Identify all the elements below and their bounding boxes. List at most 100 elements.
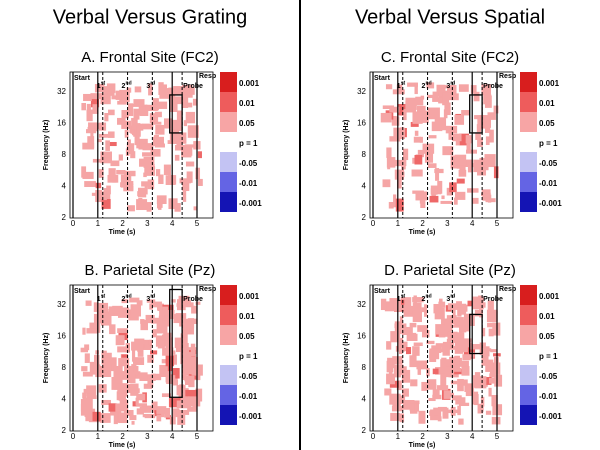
colorbar-label: -0.01 [239,392,258,401]
significance-patch [474,376,487,389]
colorbar-segment [220,172,237,192]
event-label: 2 [422,296,426,303]
colorbar-label: p = 1 [539,139,558,148]
significance-patch [396,84,403,91]
significance-patch [182,182,190,192]
significance-patch [442,146,454,156]
significance-patch [488,377,495,384]
significance-patch [111,95,120,100]
significance-patch [108,141,117,147]
significance-patch [152,373,162,381]
significance-patch [100,413,111,423]
significance-patch [172,368,180,379]
colorbar-label: -0.01 [239,179,258,188]
significance-patch [161,359,167,364]
significance-patch [181,397,189,402]
x-tick-label: 0 [71,432,76,441]
significance-patch [87,136,95,149]
significance-patch [483,94,492,105]
plot-frame [69,284,214,432]
significance-patch [166,315,170,323]
x-tick-label: 0 [371,432,376,441]
significance-patch [181,146,193,156]
significance-patch [427,163,437,168]
significance-patch [177,414,186,425]
significance-patch [89,361,100,375]
significance-patch [178,409,190,415]
plot-frame [369,284,514,432]
significance-patch [158,174,164,184]
significance-patch [435,343,447,347]
significance-patch [414,154,423,165]
event-label: Resp [199,286,216,293]
significance-patch [415,96,424,106]
significance-patch [127,373,136,384]
significance-patch [432,111,439,116]
significance-patch [121,120,132,129]
significance-patch [399,413,405,423]
significance-patch [399,316,403,329]
significance-patch [188,375,195,388]
significance-patch [118,154,123,161]
colorbar-segment [220,285,237,305]
significance-patch [438,334,446,338]
x-tick-label: 4 [170,219,175,228]
x-tick-label: 4 [470,219,475,228]
panel-title: A. Frontal Site (FC2) [81,49,219,66]
significance-patch [441,357,447,370]
significance-patch [399,337,404,343]
significance-patch [140,319,148,331]
significance-patch [181,96,189,108]
significance-patch [402,400,415,410]
significance-patch [446,315,457,320]
significance-patch [436,385,449,391]
x-tick-label: 0 [71,219,76,228]
x-tick-label: 3 [445,432,450,441]
colorbar-label: -0.001 [539,199,562,208]
significance-patch [426,379,437,390]
significance-patch [430,188,438,195]
event-label: Probe [483,83,503,90]
roi-box [169,288,183,398]
significance-patch [84,353,90,363]
significance-patch [453,197,458,205]
significance-patch [185,389,197,397]
significance-patch [454,317,464,326]
event-label-sup: nd [126,293,132,299]
significance-patch [393,194,397,208]
significance-patch [92,411,101,422]
significance-patch [123,409,134,416]
significance-patch [181,300,191,307]
x-tick-label: 2 [420,432,425,441]
significance-patch [479,157,489,171]
significance-patch [176,400,189,409]
significance-patch [162,306,169,316]
significance-patch [137,349,144,357]
significance-patch [397,364,404,375]
significance-patch [473,91,480,102]
x-tick-label: 0 [371,219,376,228]
significance-patch [406,347,412,355]
significance-patch [98,169,104,178]
significance-patch [481,84,492,96]
colorbar-label: 0.001 [539,79,560,88]
significance-patch [447,409,458,414]
significance-patch [102,191,107,201]
significance-patch [117,346,129,353]
colorbar-segment [520,72,537,92]
significance-patch [449,392,455,397]
significance-patch [389,106,400,113]
event-label-sup: nd [126,80,132,86]
colorbar-segment [520,112,537,132]
significance-patch [421,381,428,391]
significance-patch [458,169,467,177]
significance-patch [136,300,143,306]
significance-patch [487,112,496,120]
significance-patch [484,154,496,168]
significance-patch [444,102,451,116]
significance-patch [452,133,462,142]
colorbar-label: p = 1 [539,352,558,361]
significance-patch [108,168,116,181]
significance-patch [175,145,186,151]
significance-patch [189,393,201,407]
